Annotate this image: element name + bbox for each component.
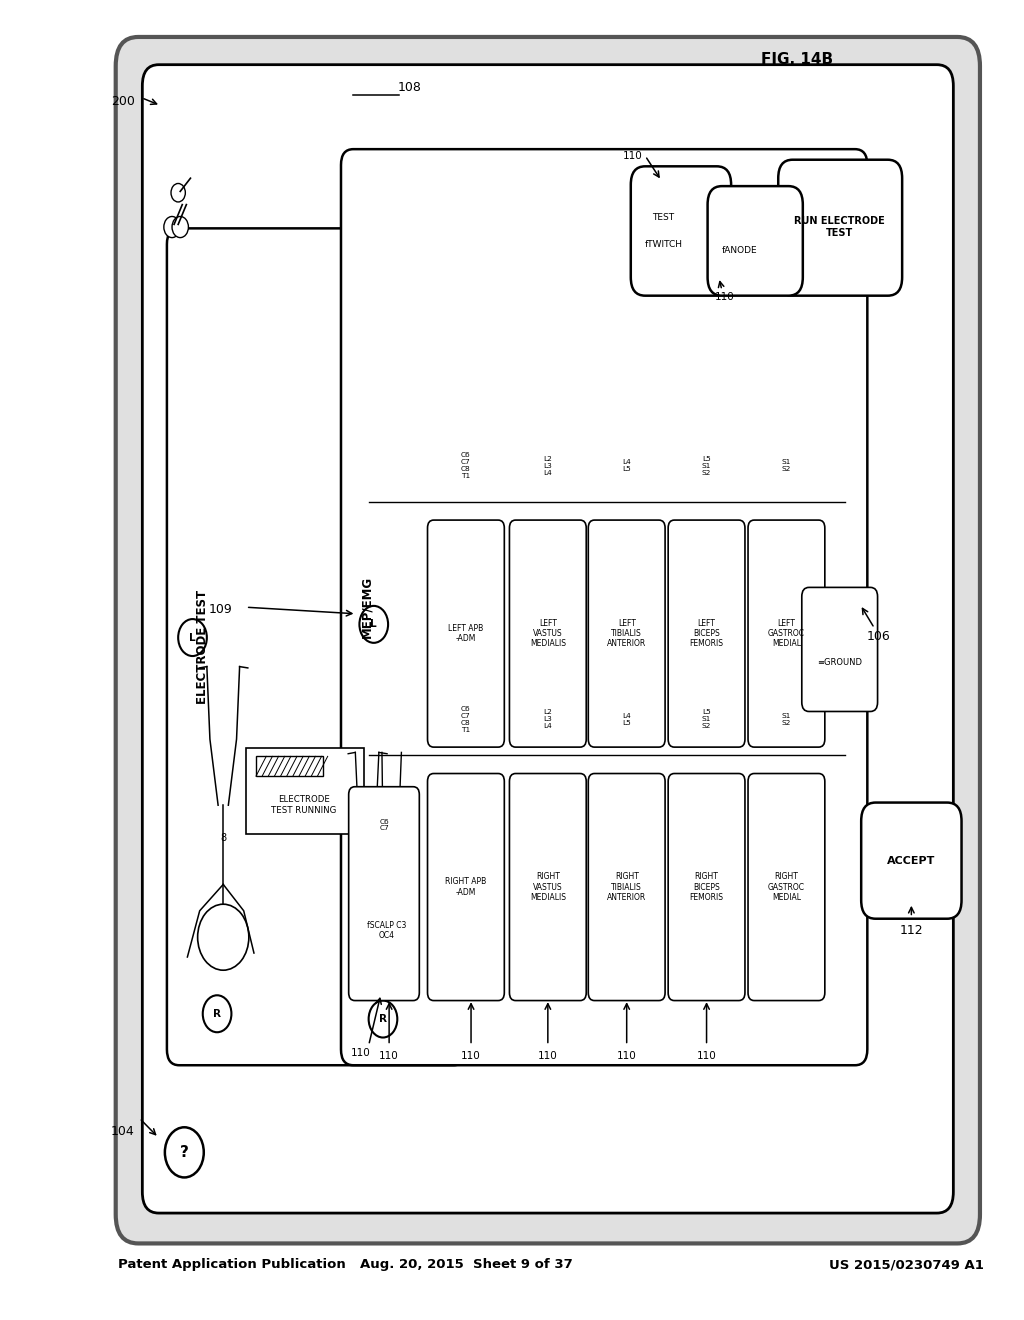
Text: L4
L5: L4 L5 (623, 713, 631, 726)
FancyBboxPatch shape (802, 587, 878, 711)
Text: LEFT
BICEPS
FEMORIS: LEFT BICEPS FEMORIS (689, 619, 724, 648)
Text: L2
L3
L4: L2 L3 L4 (544, 455, 552, 477)
Text: S1
S2: S1 S2 (781, 713, 792, 726)
Circle shape (178, 619, 207, 656)
Circle shape (369, 1001, 397, 1038)
Text: LEFT
VASTUS
MEDIALIS: LEFT VASTUS MEDIALIS (529, 619, 566, 648)
Text: 108: 108 (397, 81, 422, 94)
Circle shape (643, 185, 664, 211)
FancyBboxPatch shape (142, 65, 953, 1213)
Text: US 2015/0230749 A1: US 2015/0230749 A1 (828, 1258, 984, 1271)
FancyBboxPatch shape (167, 228, 466, 1065)
FancyBboxPatch shape (631, 166, 731, 296)
Text: LEFT APB
-ADM: LEFT APB -ADM (449, 624, 483, 643)
Text: 110: 110 (696, 1051, 717, 1061)
Text: LEFT
GASTROC
MEDIAL: LEFT GASTROC MEDIAL (768, 619, 805, 648)
FancyBboxPatch shape (428, 774, 504, 1001)
Text: 110: 110 (350, 1048, 371, 1059)
Circle shape (164, 216, 180, 238)
FancyBboxPatch shape (510, 774, 586, 1001)
FancyBboxPatch shape (341, 149, 867, 1065)
Text: fSCALP C3
OC4: fSCALP C3 OC4 (368, 921, 407, 940)
FancyBboxPatch shape (748, 520, 825, 747)
FancyBboxPatch shape (708, 186, 803, 296)
Circle shape (172, 216, 188, 238)
FancyBboxPatch shape (428, 520, 504, 747)
Text: Patent Application Publication: Patent Application Publication (118, 1258, 345, 1271)
Text: C6
C7
C8
T1: C6 C7 C8 T1 (461, 706, 471, 733)
Circle shape (359, 606, 388, 643)
Text: FIG. 14B: FIG. 14B (761, 51, 833, 67)
FancyBboxPatch shape (510, 520, 586, 747)
Text: L2
L3
L4: L2 L3 L4 (544, 709, 552, 730)
Text: fANODE: fANODE (722, 247, 757, 255)
Text: ELECTRODE
TEST RUNNING: ELECTRODE TEST RUNNING (271, 796, 337, 814)
Text: 112: 112 (899, 924, 924, 937)
Text: 109: 109 (208, 603, 232, 616)
FancyBboxPatch shape (778, 160, 902, 296)
Text: 110: 110 (461, 1051, 481, 1061)
Text: MEP/EMG: MEP/EMG (360, 576, 373, 639)
Text: L: L (371, 619, 377, 630)
Text: RIGHT
GASTROC
MEDIAL: RIGHT GASTROC MEDIAL (768, 873, 805, 902)
Text: ELECTRODE TEST: ELECTRODE TEST (197, 590, 209, 704)
Text: 110: 110 (538, 1051, 558, 1061)
Text: C6
C7
C8
T1: C6 C7 C8 T1 (461, 453, 471, 479)
FancyBboxPatch shape (668, 774, 744, 1001)
Text: RIGHT
BICEPS
FEMORIS: RIGHT BICEPS FEMORIS (689, 873, 724, 902)
Circle shape (171, 183, 185, 202)
Text: L: L (189, 632, 196, 643)
Text: C6
C7: C6 C7 (379, 818, 389, 832)
Text: L4
L5: L4 L5 (623, 459, 631, 473)
Text: TEST: TEST (652, 214, 675, 222)
Text: ACCEPT: ACCEPT (887, 855, 936, 866)
Text: 104: 104 (111, 1125, 135, 1138)
Text: 110: 110 (379, 1051, 399, 1061)
Text: RUN ELECTRODE
TEST: RUN ELECTRODE TEST (795, 216, 885, 238)
FancyBboxPatch shape (588, 520, 666, 747)
Text: 110: 110 (715, 292, 735, 302)
Text: 110: 110 (623, 150, 643, 161)
Text: L5
S1
S2: L5 S1 S2 (701, 709, 712, 730)
Text: Aug. 20, 2015  Sheet 9 of 37: Aug. 20, 2015 Sheet 9 of 37 (359, 1258, 572, 1271)
Circle shape (722, 205, 742, 231)
Text: S1
S2: S1 S2 (781, 459, 792, 473)
Circle shape (165, 1127, 204, 1177)
Text: 106: 106 (866, 630, 891, 643)
Text: 8: 8 (220, 833, 226, 843)
FancyBboxPatch shape (668, 520, 744, 747)
Text: RIGHT
VASTUS
MEDIALIS: RIGHT VASTUS MEDIALIS (529, 873, 566, 902)
Text: LEFT
TIBIALIS
ANTERIOR: LEFT TIBIALIS ANTERIOR (607, 619, 646, 648)
FancyBboxPatch shape (348, 787, 420, 1001)
FancyBboxPatch shape (588, 774, 666, 1001)
Text: fTWITCH: fTWITCH (644, 240, 683, 248)
Text: RIGHT APB
-ADM: RIGHT APB -ADM (445, 878, 486, 896)
FancyBboxPatch shape (748, 774, 825, 1001)
Bar (256, 756, 323, 776)
Text: ?: ? (180, 1144, 188, 1160)
Text: 200: 200 (111, 95, 135, 108)
Bar (246, 748, 364, 834)
Text: RIGHT
TIBIALIS
ANTERIOR: RIGHT TIBIALIS ANTERIOR (607, 873, 646, 902)
FancyBboxPatch shape (116, 37, 980, 1243)
Circle shape (203, 995, 231, 1032)
FancyBboxPatch shape (861, 803, 962, 919)
Text: 110: 110 (616, 1051, 637, 1061)
Text: ≡GROUND: ≡GROUND (817, 657, 862, 667)
Text: R: R (213, 1008, 221, 1019)
Circle shape (827, 606, 852, 638)
Text: L5
S1
S2: L5 S1 S2 (701, 455, 712, 477)
Text: R: R (379, 1014, 387, 1024)
